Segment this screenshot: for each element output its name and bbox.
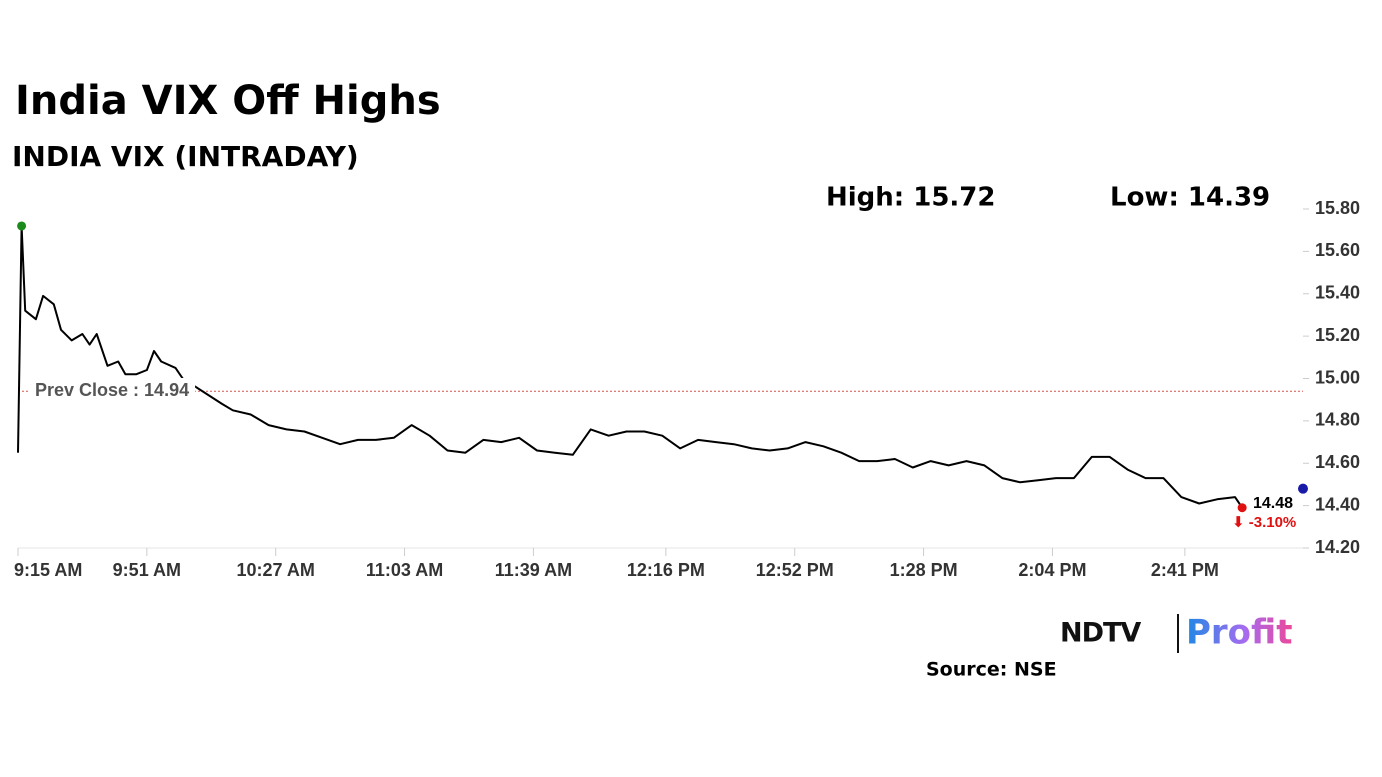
y-tick-label: 14.60: [1315, 452, 1360, 472]
x-tick-label: 12:52 PM: [756, 560, 834, 580]
x-tick-label: 9:51 AM: [113, 560, 181, 580]
prev-close-label: Prev Close : 14.94: [35, 380, 189, 400]
low-marker: [1237, 503, 1247, 513]
y-tick-label: 14.40: [1315, 494, 1360, 514]
x-tick-label: 12:16 PM: [627, 560, 705, 580]
y-tick-label: 15.00: [1315, 367, 1360, 387]
y-tick-label: 15.20: [1315, 325, 1360, 345]
change-label: ⬇ -3.10%: [1232, 514, 1296, 531]
x-tick-label: 11:03 AM: [366, 560, 443, 580]
x-tick-label: 9:15 AM: [14, 560, 82, 580]
low-label: Low: 14.39: [1110, 183, 1270, 213]
y-tick-label: 14.20: [1315, 537, 1360, 557]
line-series: [17, 224, 1244, 509]
y-tick-label: 15.60: [1315, 240, 1360, 260]
y-tick-label: 15.40: [1315, 283, 1360, 303]
x-tick-label: 11:39 AM: [495, 560, 572, 580]
high-marker: [17, 221, 27, 231]
x-tick-label: 2:04 PM: [1018, 560, 1086, 580]
prev-close-label-bg: [29, 377, 196, 402]
y-tick-label: 14.80: [1315, 410, 1360, 430]
x-tick-label: 10:27 AM: [237, 560, 315, 580]
high-label: High: 15.72: [826, 183, 995, 213]
x-tick-label: 1:28 PM: [890, 560, 958, 580]
logo-profit: Profit: [1186, 613, 1293, 653]
current-marker: [1298, 483, 1308, 494]
x-tick-label: 2:41 PM: [1151, 560, 1219, 580]
current-label: 14.48: [1253, 495, 1293, 512]
source: Source: NSE: [926, 659, 1057, 681]
logo-ndtv: NDTV: [1060, 618, 1141, 649]
chart-subtitle: INDIA VIX (INTRADAY): [12, 140, 359, 173]
y-tick-label: 15.80: [1315, 198, 1360, 218]
chart-title: India VIX Off Highs: [15, 78, 441, 124]
